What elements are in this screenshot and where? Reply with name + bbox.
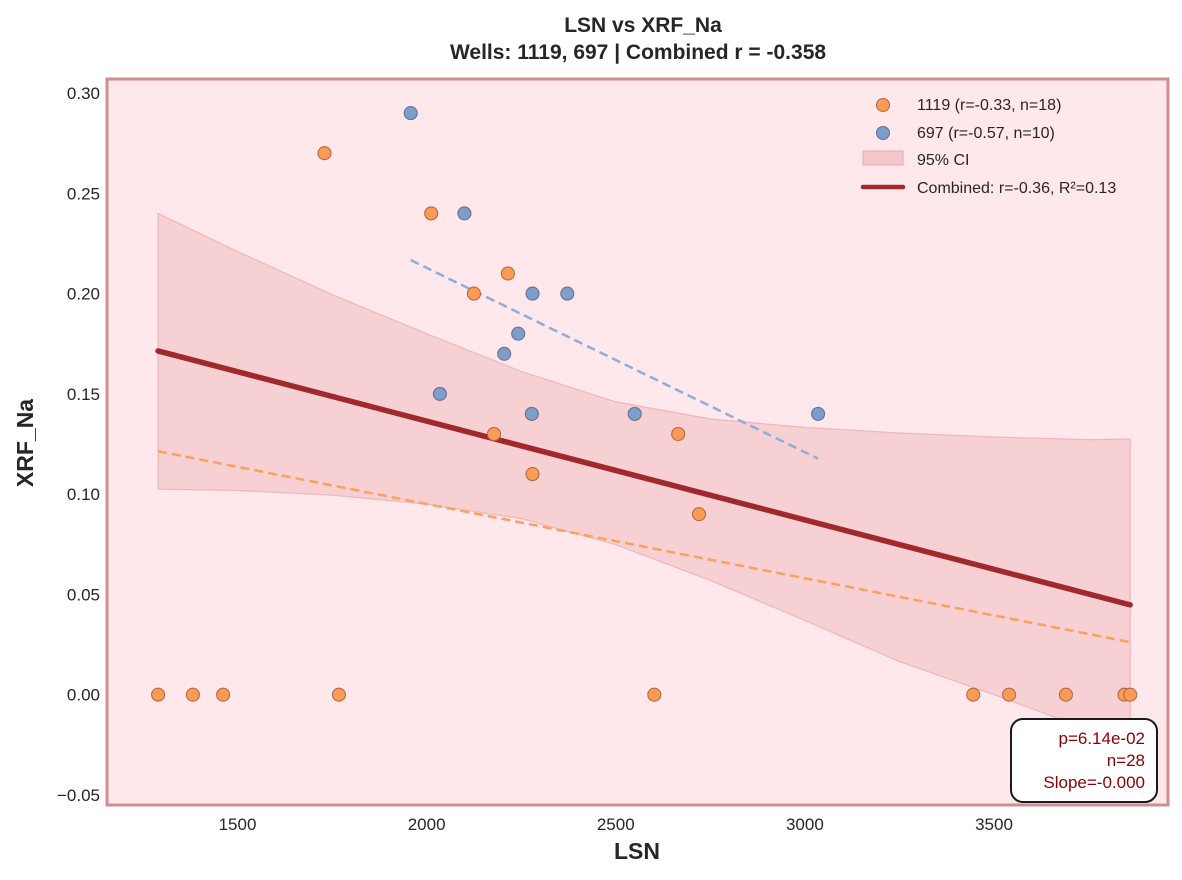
point-1119-5 [525,467,540,482]
point-1119-15 [1058,687,1073,702]
stats-slope: Slope=-0.000 [1043,773,1145,792]
point-1119-17 [1123,687,1138,702]
point-697-1 [457,206,472,221]
fit-line-1119 [157,449,1131,644]
legend: 1119 (r=-0.33, n=18) 697 (r=-0.57, n=10)… [860,97,1116,197]
point-1119-12 [647,687,662,702]
stats-p-value: p=6.14e-02 [1059,729,1146,748]
point-1119-2 [466,286,481,301]
point-697-9 [811,406,826,421]
y-axis-ticks: 0.30 0.25 0.20 0.15 0.10 0.05 0.00 −0.05 [57,84,100,805]
point-1119-14 [1002,687,1017,702]
x-tick-label: 2000 [408,815,446,834]
legend-swatch-ci [862,150,904,166]
x-tick-label: 2500 [597,815,635,834]
point-1119-1 [424,206,439,221]
point-1119-13 [966,687,981,702]
legend-marker-1119 [875,97,891,113]
x-tick-label: 1500 [219,815,257,834]
point-697-0 [403,106,418,121]
point-1119-11 [331,687,346,702]
legend-marker-697 [875,125,891,141]
y-tick-label: −0.05 [57,786,100,805]
point-697-3 [560,286,575,301]
x-axis-label: LSN [614,838,660,864]
x-tick-label: 3500 [975,815,1013,834]
x-tick-label: 3000 [786,815,824,834]
point-697-2 [525,286,540,301]
point-697-6 [432,386,447,401]
y-axis-label: XRF_Na [12,399,38,487]
y-tick-label: 0.20 [67,285,100,304]
plot-border [105,77,1170,807]
chart-subtitle: Wells: 1119, 697 | Combined r = -0.358 [450,41,826,64]
stats-n: n=28 [1107,751,1145,770]
y-tick-label: 0.30 [67,84,100,103]
y-tick-label: 0.15 [67,385,100,404]
point-1119-10 [216,687,231,702]
point-697-4 [511,326,526,341]
legend-label-combined: Combined: r=-0.36, R²=0.13 [917,180,1116,197]
point-697-8 [627,406,642,421]
plot-area [107,79,1168,805]
legend-label-697: 697 (r=-0.57, n=10) [917,125,1055,142]
point-697-5 [497,346,512,361]
y-tick-label: 0.00 [67,686,100,705]
combined-fit-line [155,348,1133,608]
y-tick-label: 0.10 [67,485,100,504]
point-1119-6 [671,426,686,442]
point-1119-4 [486,426,502,442]
point-1119-8 [151,687,166,702]
point-1119-3 [500,266,515,281]
y-tick-label: 0.25 [67,184,100,203]
chart-title: LSN vs XRF_Na [564,14,722,37]
point-697-7 [524,406,539,421]
stats-box: p=6.14e-02 n=28 Slope=-0.000 [1010,718,1158,803]
data-points-layer [151,106,1138,702]
legend-label-ci: 95% CI [917,152,969,169]
y-tick-label: 0.05 [67,585,100,604]
point-1119-7 [691,507,707,522]
legend-label-1119: 1119 (r=-0.33, n=18) [917,97,1061,114]
point-1119-0 [317,146,332,161]
stats-box-frame [1010,718,1158,803]
x-axis-ticks: 1500 2000 2500 3000 3500 [219,815,1013,834]
point-1119-9 [185,687,200,702]
